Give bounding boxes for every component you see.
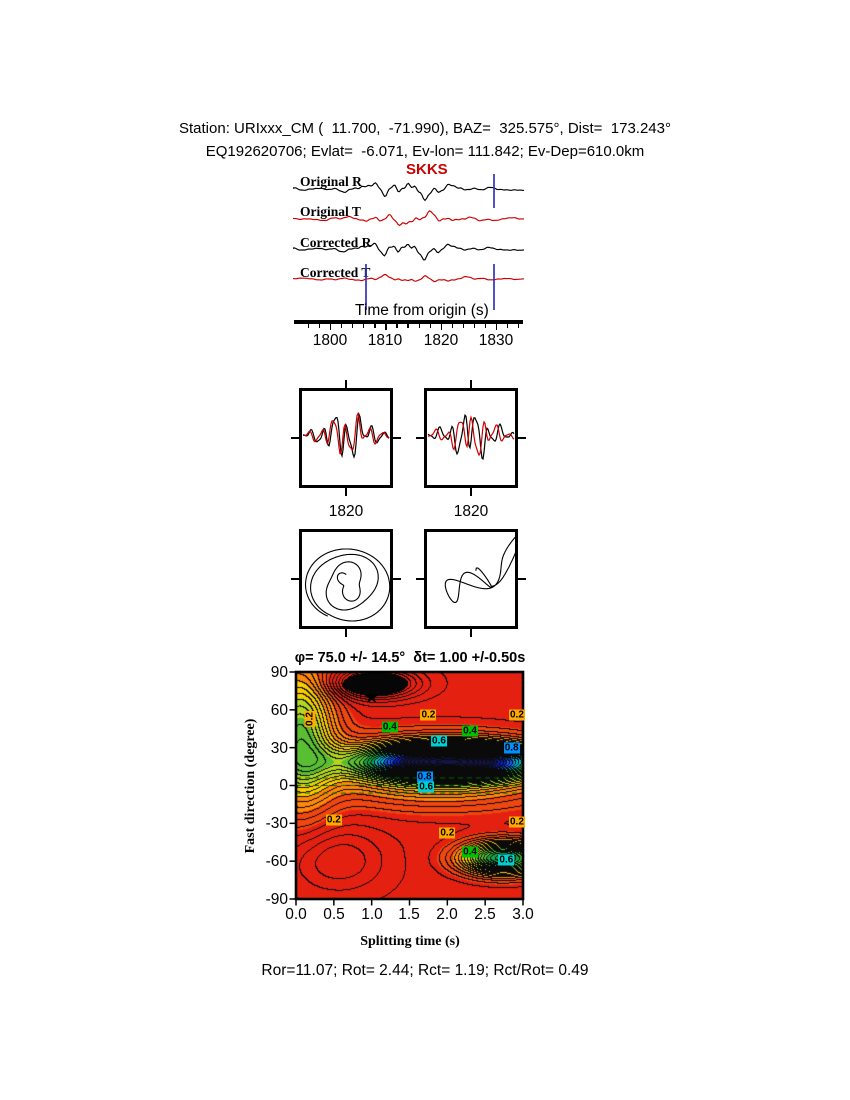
time-axis-tick bbox=[451, 323, 454, 328]
component-waveforms-left bbox=[302, 411, 390, 459]
box-tick bbox=[291, 578, 299, 580]
time-axis-tick bbox=[418, 323, 420, 328]
time-tick-label: 1830 bbox=[478, 332, 514, 349]
box-tick bbox=[416, 578, 424, 580]
time-axis-tick bbox=[462, 323, 465, 328]
time-axis-tick bbox=[363, 323, 365, 328]
contour-axes-frame bbox=[289, 670, 525, 906]
contour-label: 0.6 bbox=[418, 781, 435, 793]
event-header: EQ192620706; Evlat= -6.071, Ev-lon= 111.… bbox=[205, 143, 645, 160]
box-tick bbox=[470, 380, 472, 388]
xtick-label: 2.0 bbox=[436, 906, 458, 923]
contour-label: 0.8 bbox=[503, 742, 520, 754]
box-tick bbox=[345, 629, 347, 637]
contour-label: 0.2 bbox=[508, 709, 525, 721]
time-axis-tick bbox=[484, 323, 487, 328]
splitting-result-title: φ= 75.0 +/- 14.5° δt= 1.00 +/-0.50s bbox=[294, 650, 526, 666]
misfit-contour-surface bbox=[296, 672, 523, 899]
time-axis-tick bbox=[341, 323, 343, 328]
ytick-label: -60 bbox=[265, 853, 288, 870]
contour-label: 0.4 bbox=[462, 846, 478, 858]
contour-label: 0.2 bbox=[325, 814, 342, 826]
ytick-label: 60 bbox=[270, 702, 288, 719]
contour-label: 0.2 bbox=[420, 709, 437, 721]
time-axis-tick bbox=[429, 323, 431, 328]
right-box-xtick-label: 1820 bbox=[453, 503, 489, 520]
result-stats: Ror=11.07; Rot= 2.44; Rct= 1.19; Rct/Rot… bbox=[261, 962, 589, 979]
particle-motion-box-original bbox=[299, 529, 393, 629]
left-box-xtick-label: 1820 bbox=[328, 503, 364, 520]
time-axis-tick bbox=[352, 323, 354, 328]
contour-label: 0.4 bbox=[462, 725, 478, 737]
time-axis-title: Time from origin (s) bbox=[355, 302, 489, 319]
time-axis-tick bbox=[440, 323, 442, 330]
time-axis-tick bbox=[473, 323, 476, 328]
xtick-label: 3.0 bbox=[512, 906, 534, 923]
box-tick bbox=[291, 437, 299, 439]
trace-label-corrected-t: Corrected T bbox=[300, 265, 371, 280]
xtick-label: 0.5 bbox=[323, 906, 345, 923]
contour-label: 0.4 bbox=[381, 721, 398, 733]
ytick-label: 30 bbox=[270, 740, 288, 757]
ytick-label: 0 bbox=[279, 777, 288, 794]
xtick-label: 0.0 bbox=[285, 906, 307, 923]
time-tick-label: 1800 bbox=[312, 332, 348, 349]
box-tick bbox=[470, 488, 472, 496]
component-waveforms-right bbox=[427, 413, 515, 461]
xtick-label: 1.0 bbox=[361, 906, 383, 923]
xtick-label: 1.5 bbox=[398, 906, 420, 923]
x-axis-label: Splitting time (s) bbox=[360, 934, 460, 949]
time-axis-tick bbox=[507, 323, 509, 328]
ytick-label: -90 bbox=[265, 891, 288, 908]
box-tick bbox=[518, 578, 526, 580]
time-tick-label: 1820 bbox=[423, 332, 459, 349]
y-axis-label: Fast direction (degree) bbox=[243, 718, 258, 854]
time-axis-line bbox=[294, 320, 523, 324]
contour-label: 0.2 bbox=[508, 816, 525, 828]
time-axis-tick bbox=[495, 323, 498, 330]
box-tick bbox=[393, 578, 401, 580]
trace-label-original-r: Original R bbox=[300, 174, 362, 189]
contour-label: 0.2 bbox=[439, 827, 456, 839]
contour-label: 0.2 bbox=[304, 710, 316, 727]
box-tick bbox=[470, 629, 472, 637]
time-tick-label: 1810 bbox=[367, 332, 403, 349]
xtick-label: 2.5 bbox=[474, 906, 496, 923]
time-axis-tick bbox=[330, 323, 332, 330]
time-axis-tick bbox=[396, 323, 398, 328]
particle-motion-corrected bbox=[444, 536, 515, 604]
contour-label: 0.8 bbox=[416, 771, 433, 783]
time-axis-tick bbox=[385, 323, 387, 330]
ytick-label: -30 bbox=[265, 815, 288, 832]
contour-label: 0.6 bbox=[431, 735, 447, 747]
particle-motion-original bbox=[304, 548, 390, 622]
best-fit-star: ★ bbox=[363, 686, 381, 708]
time-axis-tick bbox=[407, 323, 409, 328]
box-tick bbox=[518, 437, 526, 439]
trace-label-corrected-r: Corrected R bbox=[300, 235, 372, 250]
time-axis-tick bbox=[307, 323, 310, 328]
time-axis-tick bbox=[518, 323, 520, 328]
box-tick bbox=[393, 437, 401, 439]
trace-label-original-t: Original T bbox=[300, 204, 361, 219]
seismogram-traces bbox=[293, 174, 525, 310]
phase-label: SKKS bbox=[406, 161, 448, 178]
particle-motion-box-corrected bbox=[424, 529, 518, 629]
box-tick bbox=[416, 437, 424, 439]
time-axis-tick bbox=[318, 323, 321, 328]
contour-label: 0.6 bbox=[498, 854, 515, 866]
box-tick bbox=[345, 380, 347, 388]
component-waveform-box-right bbox=[424, 388, 518, 488]
box-tick bbox=[345, 488, 347, 496]
ytick-label: 90 bbox=[270, 664, 288, 681]
time-axis-tick bbox=[374, 323, 376, 328]
station-header: Station: URIxxx_CM ( 11.700, -71.990), B… bbox=[179, 120, 671, 137]
component-waveform-box-left bbox=[299, 388, 393, 488]
